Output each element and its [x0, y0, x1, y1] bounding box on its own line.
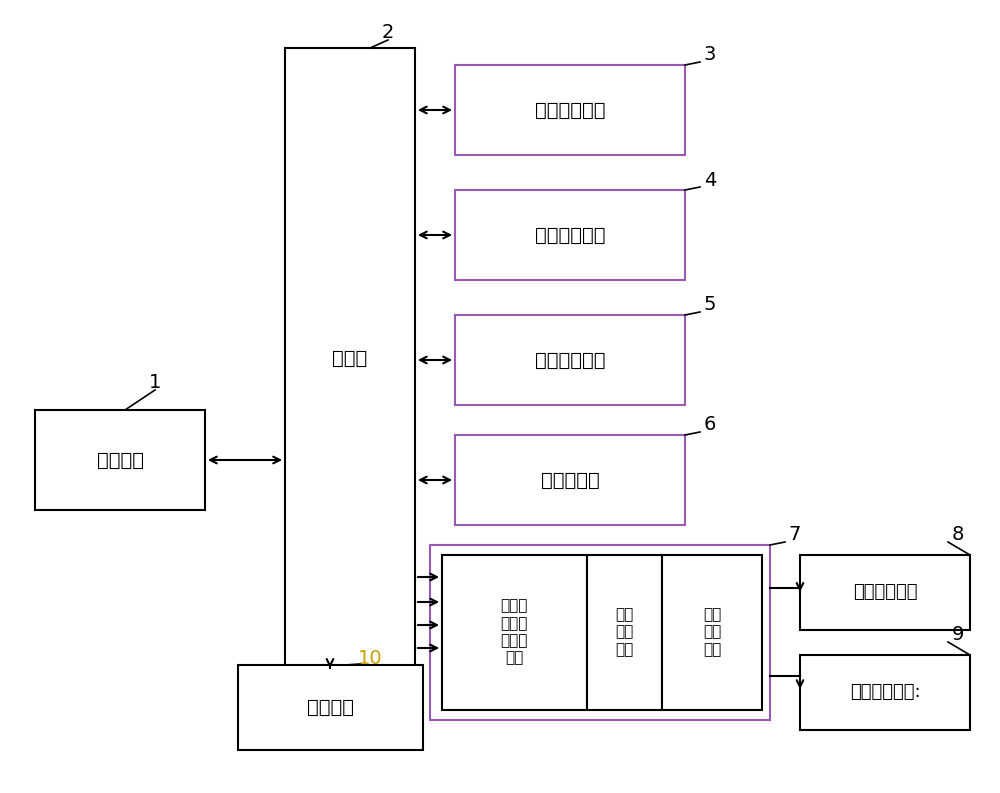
- Text: 双向继
电器驱
动集成
电路: 双向继 电器驱 动集成 电路: [500, 599, 528, 665]
- Bar: [662, 555, 762, 710]
- Bar: [430, 545, 770, 720]
- Text: 通讯模块: 通讯模块: [96, 450, 144, 469]
- Text: 显示设置模块: 显示设置模块: [535, 101, 605, 120]
- Text: 温度检测模块: 温度检测模块: [535, 225, 605, 244]
- Text: 第二加热元件:: 第二加热元件:: [850, 683, 920, 701]
- Text: 6: 6: [704, 416, 716, 435]
- Text: 8: 8: [952, 526, 964, 545]
- Text: 9: 9: [952, 626, 964, 645]
- Text: 电源模块: 电源模块: [306, 698, 354, 717]
- Bar: [800, 655, 970, 730]
- Bar: [455, 65, 685, 155]
- Text: 输出
控制
模块: 输出 控制 模块: [615, 607, 633, 657]
- Bar: [35, 410, 205, 510]
- Text: 7: 7: [789, 526, 801, 545]
- Bar: [455, 435, 685, 525]
- Text: 单片机: 单片机: [332, 348, 368, 367]
- Bar: [455, 190, 685, 280]
- Text: 第一加热元件: 第一加热元件: [853, 583, 917, 601]
- Text: 4: 4: [704, 170, 716, 190]
- Text: 磁保
持继
电器: 磁保 持继 电器: [703, 607, 721, 657]
- Bar: [238, 665, 423, 750]
- Text: 10: 10: [358, 649, 382, 668]
- Bar: [285, 48, 415, 668]
- Text: 看门狗电路: 看门狗电路: [541, 470, 599, 489]
- Bar: [455, 315, 685, 405]
- Text: 故障报警模块: 故障报警模块: [535, 351, 605, 370]
- Bar: [800, 555, 970, 630]
- Text: 2: 2: [382, 22, 394, 41]
- Bar: [442, 555, 587, 710]
- Bar: [587, 555, 662, 710]
- Text: 1: 1: [149, 374, 161, 393]
- Text: 3: 3: [704, 45, 716, 64]
- Text: 5: 5: [704, 296, 716, 315]
